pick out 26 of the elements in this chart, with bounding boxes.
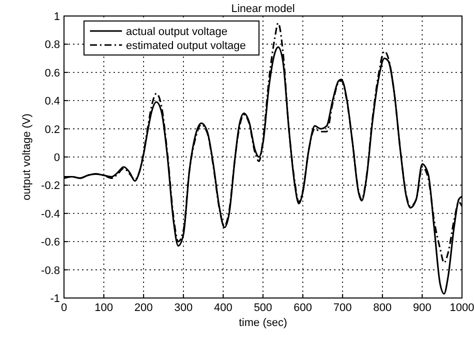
y-tick-label: 0.8 — [44, 39, 60, 52]
x-tick-label: 200 — [134, 302, 153, 314]
y-tick-label: -0.4 — [41, 208, 60, 220]
y-tick-label: 0.6 — [44, 67, 60, 80]
legend-label: estimated output voltage — [126, 40, 246, 52]
y-tick-label: -0.6 — [41, 236, 60, 249]
x-tick-label: 300 — [174, 302, 193, 314]
y-tick-label: -0.8 — [41, 264, 60, 277]
y-tick-label: -0.2 — [41, 180, 60, 192]
x-tick-label: 400 — [214, 302, 232, 314]
x-tick-label: 900 — [413, 302, 432, 314]
x-tick-label: 100 — [94, 302, 113, 314]
y-tick-label: 0.4 — [44, 96, 60, 108]
x-tick-label: 700 — [333, 302, 352, 314]
y-tick-label: 0.2 — [44, 124, 60, 136]
x-axis-title: time (sec) — [238, 317, 288, 329]
x-tick-label: 500 — [254, 302, 272, 314]
legend-label: actual output voltage — [126, 26, 228, 38]
chart-title: Linear model — [231, 3, 295, 15]
x-tick-label: 1000 — [450, 302, 474, 314]
x-tick-label: 800 — [373, 302, 392, 314]
y-tick-label: 1 — [54, 11, 60, 23]
y-axis-title: output voltage (V) — [21, 114, 33, 200]
y-tick-label: 0 — [54, 152, 60, 164]
x-tick-label: 600 — [294, 302, 312, 314]
y-tick-label: -1 — [50, 293, 60, 305]
